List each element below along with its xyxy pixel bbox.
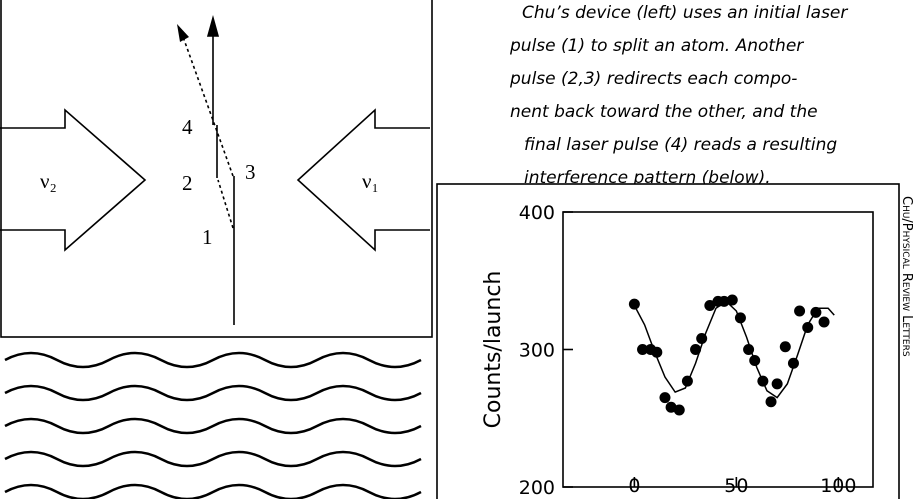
beam-label: ν₁ <box>362 169 379 193</box>
arrow-head <box>206 15 220 37</box>
x-tick-label: 0 <box>628 475 640 497</box>
x-tick-label: 100 <box>820 475 856 497</box>
credit: Chu/Physical Review Letters <box>899 196 914 357</box>
data-point <box>726 294 738 306</box>
caption-line: pulse (2,3) redirects each compo- <box>509 69 797 89</box>
y-tick-label: 200 <box>519 477 555 499</box>
caption-line: nent back toward the other, and the <box>510 102 818 122</box>
x-tick-label: 50 <box>724 475 748 497</box>
data-point <box>765 396 777 408</box>
data-point <box>704 300 716 311</box>
diagram-frame <box>0 0 433 338</box>
y-axis-label: Counts/launch <box>481 271 506 429</box>
wave <box>4 450 422 468</box>
data-point <box>637 344 649 355</box>
data-point <box>818 316 830 328</box>
beam-label: ν₂ <box>40 169 57 193</box>
step-label: 2 <box>182 171 193 195</box>
step-label: 4 <box>182 115 193 139</box>
y-tick-label: 400 <box>519 202 555 224</box>
caption-line: final laser pulse (4) reads a resulting <box>524 135 837 155</box>
caption: Chu’s device (left) uses an initial lase… <box>509 3 848 188</box>
wave <box>4 384 422 402</box>
wave <box>4 483 422 499</box>
caption-line: pulse (1) to split an atom. Another <box>509 36 804 56</box>
waves <box>4 351 422 499</box>
atom-path-dashed <box>217 179 234 229</box>
data-point <box>690 344 702 355</box>
atom-path-dashed <box>181 33 234 177</box>
wave <box>4 417 422 435</box>
chart: 200 300 400 0 50 100 Counts/launch <box>481 202 874 499</box>
caption-line: Chu’s device (left) uses an initial lase… <box>522 3 848 23</box>
chart-frame <box>436 183 900 499</box>
y-tick-label: 300 <box>519 340 555 362</box>
step-label: 3 <box>245 160 256 184</box>
right-laser-arrow <box>296 108 430 252</box>
data-point <box>628 298 640 310</box>
caption-line: interference pattern (below). <box>524 168 771 188</box>
step-label: 1 <box>202 225 213 249</box>
wave <box>4 351 422 369</box>
data-point <box>802 322 814 333</box>
data-point <box>779 341 791 353</box>
left-laser-arrow <box>0 108 147 252</box>
fit-line <box>633 300 835 399</box>
data-point <box>794 305 806 317</box>
data-point <box>771 378 783 390</box>
diagram <box>0 0 433 338</box>
data-point <box>673 404 685 416</box>
arrow-head <box>177 24 189 42</box>
data-point <box>659 392 671 404</box>
